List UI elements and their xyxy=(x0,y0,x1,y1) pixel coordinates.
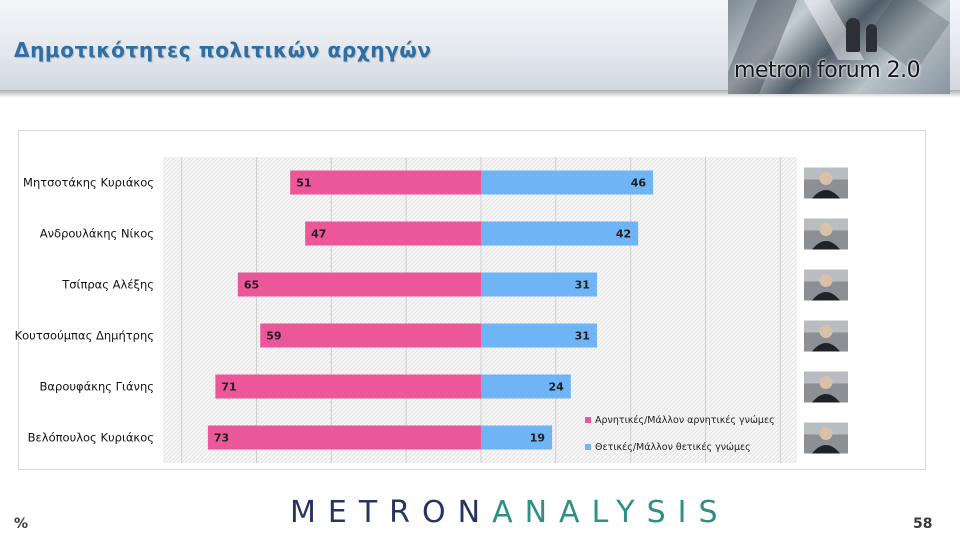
data-label-negative: 65 xyxy=(244,279,259,292)
portrait-body xyxy=(812,292,840,301)
banner-figure xyxy=(866,24,877,52)
portrait-body xyxy=(812,241,840,250)
category-label: Μητσοτάκης Κυριάκος xyxy=(23,176,154,190)
bar-positive xyxy=(481,170,654,195)
logo-part-1: METRON xyxy=(290,495,493,530)
bar-positive xyxy=(481,374,571,399)
bar-positive xyxy=(481,323,597,348)
category-label: Τσίπρας Αλέξης xyxy=(61,278,154,292)
portrait-head xyxy=(819,223,833,236)
bar-positive xyxy=(481,221,639,246)
page-title: Δημοτικότητες πολιτικών αρχηγών xyxy=(14,38,432,62)
forum-banner: metron forum 2.0 xyxy=(728,0,950,94)
portrait-head xyxy=(819,376,833,389)
data-label-negative: 51 xyxy=(296,177,311,190)
category-label: Βαρουφάκης Γιάνης xyxy=(40,380,154,394)
data-label-negative: 59 xyxy=(266,330,281,343)
plot-area xyxy=(163,157,797,463)
bar-negative xyxy=(237,272,481,297)
bar-negative xyxy=(305,221,481,246)
portrait-body xyxy=(812,445,840,454)
metron-analysis-logo: METRONANALYSIS xyxy=(290,495,730,530)
portrait-head xyxy=(819,427,833,440)
data-label-positive: 24 xyxy=(548,381,564,394)
header-divider xyxy=(0,90,960,98)
data-label-negative: 71 xyxy=(221,381,236,394)
data-label-positive: 42 xyxy=(616,228,631,241)
portrait-head xyxy=(819,325,833,338)
portrait-body xyxy=(812,190,840,199)
category-label: Βελόπουλος Κυριάκος xyxy=(28,431,154,445)
legend-swatch-positive xyxy=(585,444,591,450)
data-label-positive: 19 xyxy=(530,432,545,445)
data-label-negative: 47 xyxy=(311,228,326,241)
portrait-head xyxy=(819,172,833,185)
bar-positive xyxy=(481,272,597,297)
portrait-body xyxy=(812,394,840,403)
bar-negative xyxy=(290,170,481,195)
forum-banner-text: metron forum 2.0 xyxy=(734,58,921,83)
logo-part-2: ANALYSIS xyxy=(492,495,730,530)
portrait-body xyxy=(812,343,840,352)
portrait-head xyxy=(819,274,833,287)
banner-figure xyxy=(846,18,860,52)
bar-negative xyxy=(215,374,481,399)
data-label-positive: 31 xyxy=(575,279,590,292)
bar-negative xyxy=(260,323,481,348)
legend-label-negative: Αρνητικές/Μάλλον αρνητικές γνώμες xyxy=(595,415,775,426)
category-label: Ανδρουλάκης Νίκος xyxy=(40,227,154,241)
category-label: Κουτσούμπας Δημήτρης xyxy=(15,329,154,343)
data-label-positive: 31 xyxy=(575,330,590,343)
legend-swatch-negative xyxy=(585,417,591,423)
bar-negative xyxy=(207,425,482,450)
page-number: 58 xyxy=(913,516,933,532)
unit-label: % xyxy=(14,516,29,532)
bar-positive xyxy=(481,425,553,450)
data-label-positive: 46 xyxy=(631,177,647,190)
legend-label-positive: Θετικές/Μάλλον θετικές γνώμες xyxy=(595,442,751,453)
data-label-negative: 73 xyxy=(214,432,229,445)
